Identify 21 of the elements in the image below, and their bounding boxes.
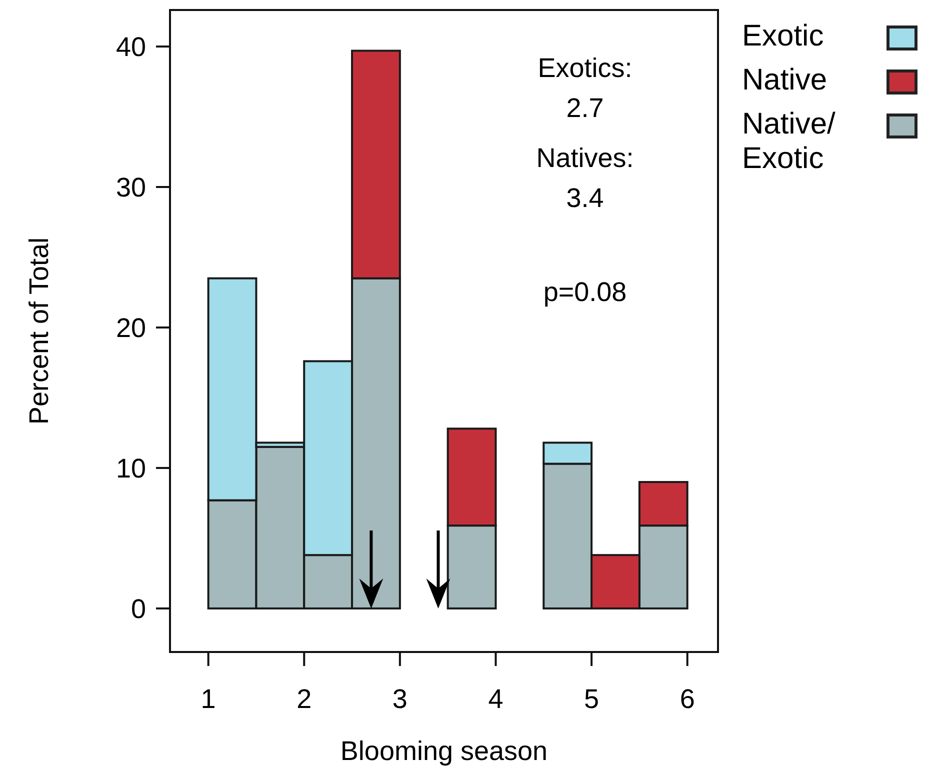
- y-axis-title: Percent of Total: [24, 237, 54, 425]
- legend-label: Native/Exotic: [742, 108, 836, 175]
- x-tick-label: 2: [296, 684, 312, 714]
- y-tick-label: 40: [116, 32, 146, 62]
- y-tick-label: 0: [130, 594, 146, 624]
- x-tick-label: 1: [200, 684, 216, 714]
- annotation: 2.7: [566, 93, 604, 123]
- legend-label: Native: [742, 64, 828, 96]
- annotation: Exotics:: [538, 53, 632, 83]
- x-tick-label: 6: [680, 684, 695, 714]
- annotation: 3.4: [566, 183, 604, 213]
- x-tick-label: 5: [584, 684, 600, 714]
- annotation: Natives:: [536, 143, 634, 173]
- x-tick-label: 3: [392, 684, 408, 714]
- y-tick-label: 10: [116, 453, 146, 484]
- x-tick-label: 4: [488, 684, 504, 714]
- y-tick-label: 30: [116, 172, 146, 202]
- y-tick-label: 20: [116, 312, 146, 343]
- x-axis-title: Blooming season: [340, 736, 548, 766]
- legend-label: Exotic: [742, 20, 824, 52]
- annotation: p=0.08: [543, 277, 627, 307]
